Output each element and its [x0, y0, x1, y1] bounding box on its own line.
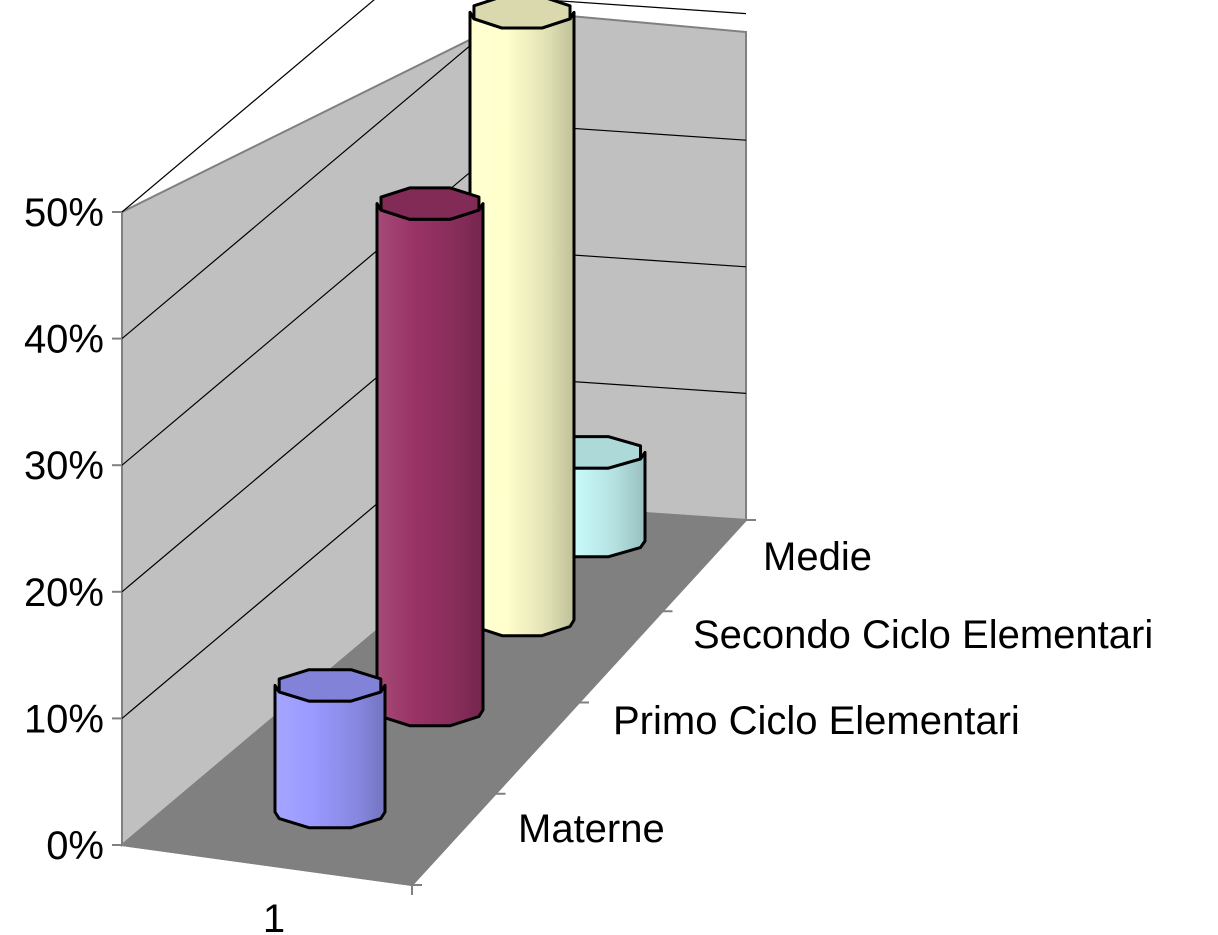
bar-top-0: [277, 668, 383, 703]
y-tick-label-1: 10%: [24, 697, 104, 741]
bars: [273, 0, 647, 830]
gridline-4: [121, 0, 747, 340]
gridline-5: [121, 0, 375, 213]
y-tick-label-2: 20%: [24, 571, 104, 615]
depth-category-label-0: Materne: [518, 807, 665, 851]
depth-category-label-2: Secondo Ciclo Elementari: [693, 613, 1153, 657]
y-tick-label-5: 50%: [24, 191, 104, 235]
depth-category-label-3: Medie: [763, 535, 872, 579]
y-axis-ticks: 0% 10% 20% 30% 40% 50%: [24, 191, 122, 868]
bar-body-2: [468, 10, 576, 638]
y-tick-label-3: 30%: [24, 444, 104, 488]
depth-axis-ticks: [412, 519, 756, 886]
bar-2: [468, 0, 576, 638]
y-tick-label-4: 40%: [24, 318, 104, 362]
bar-0: [273, 668, 387, 830]
bar-1: [375, 186, 485, 728]
bar-body-0: [273, 683, 387, 830]
bar-top-1: [379, 186, 481, 221]
axis-labels: Materne Primo Ciclo Elementari Secondo Cic…: [263, 535, 1153, 935]
bar-top-2: [472, 0, 572, 30]
depth-category-label-1: Primo Ciclo Elementari: [613, 699, 1020, 743]
y-tick-label-0: 0%: [46, 824, 104, 868]
bar-body-1: [375, 202, 485, 728]
x-category-label-0: 1: [263, 897, 285, 935]
x-axis-line: [121, 844, 413, 886]
